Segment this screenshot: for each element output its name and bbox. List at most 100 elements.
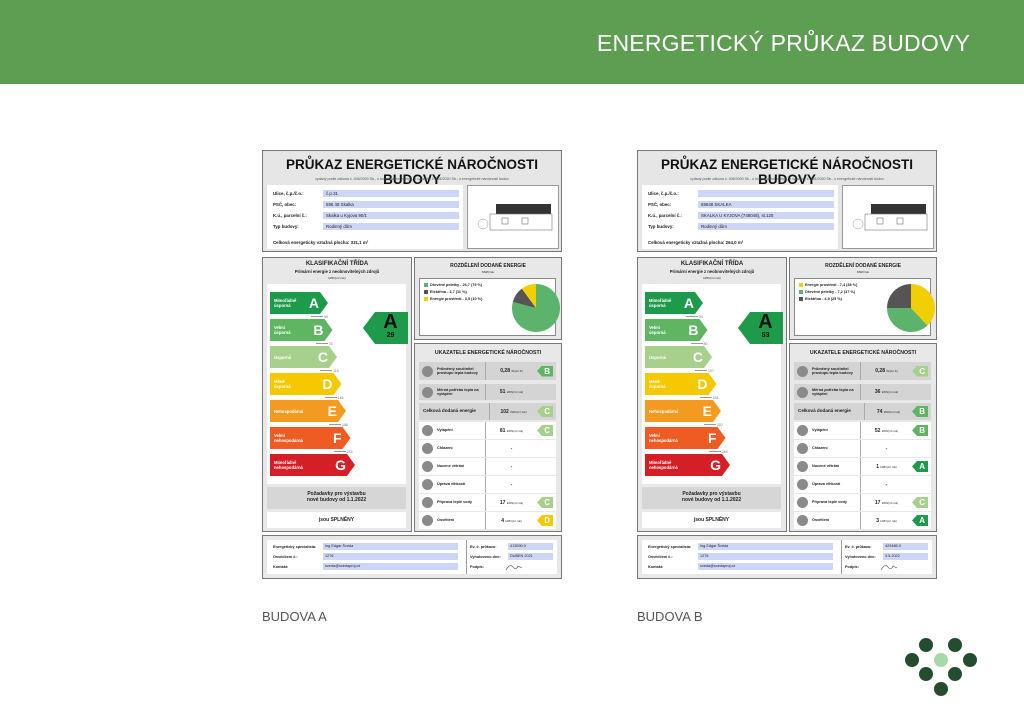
class-letter: F <box>707 430 717 446</box>
indicator-name: Vytápění <box>812 428 828 433</box>
class-scale: Mimořádně úsporná A 50 Velmi úsporná B 75 Úspo… <box>267 284 408 484</box>
indicator-value-cell: 0,28 W/(m²·K) <box>861 368 912 374</box>
indicator-value-cell: 51 kWh/(m²·rok) <box>486 389 537 395</box>
field-psc: PSČ, obec: 69648 SKALKA <box>648 200 834 208</box>
class-bar-b: Velmi úsporná B <box>270 319 333 341</box>
indicator-class-badge: C <box>537 425 553 436</box>
field-type: Typ budovy: Rodinný dům <box>648 222 834 230</box>
class-name: Mimořádně nehospodárná <box>649 460 678 470</box>
field-value: 1276 <box>323 553 458 560</box>
building-drawing <box>842 185 934 249</box>
legend-entry: Energie prostředí - 3,5 (10 %) <box>424 297 482 301</box>
classification-panel: KLASIFIKAČNÍ TŘÍDA Primární energie z neo… <box>637 257 787 532</box>
field-label: Ulice, č.p./č.o.: <box>648 190 679 196</box>
indicator-class-badge: C <box>537 406 553 417</box>
class-threshold: 54 <box>686 315 703 319</box>
class-scale: Mimořádně úsporná A 54 Velmi úsporná B 80 Úspo… <box>642 284 783 484</box>
indicator-value-cell: - <box>486 482 537 488</box>
indicator-unit: W/(m²·K) <box>886 369 898 373</box>
field-ku: K.ú., parcelní č.: SKALKA U KYJOVA (74804… <box>648 211 834 219</box>
field-ev: Ev. č. průkazu: 429486.0 <box>845 543 928 550</box>
indicator-class-badge: C <box>912 497 928 508</box>
legend-swatch <box>799 283 803 287</box>
indicator-unit: kWh/(m²·rok) <box>881 390 899 394</box>
indicator-row: Měrná potřeba tepla na vytápění 36 kWh/(m… <box>794 384 931 400</box>
thermometer-icon <box>797 443 808 454</box>
field-value: Ing.Edgar Švéda <box>323 543 458 550</box>
class-letter: D <box>697 376 708 392</box>
area-row: Celková energeticky vztažná plocha: 264,… <box>648 240 743 245</box>
signature <box>880 564 898 570</box>
indicator-name: Nucené větrání <box>812 464 840 469</box>
indicator-value: - <box>885 481 888 488</box>
field-made: Vyhotoveno dne: DUBEN 2021 <box>470 553 553 560</box>
requirements-line1: Požadavky pro výstavbu <box>682 491 741 497</box>
indicator-row: Nucené větrání 1 kWh/(m²·rok) A <box>794 458 931 475</box>
indicator-row: Úprava vlhkosti - <box>794 476 931 493</box>
requirements-status: jsou SPLNĚNY <box>267 512 406 528</box>
field-value: 69648 SKALKA <box>698 200 834 208</box>
class-letter: B <box>688 322 699 338</box>
indicator-value: 3 <box>876 517 880 524</box>
class-indicator-letter: A <box>758 311 773 333</box>
legend-entry: Elektřina - 4,9 (25 %) <box>799 297 842 301</box>
classification-subtitle: Primární energie z neobnovitelných zdroj… <box>294 269 380 274</box>
field-contact: Kontakt: sveda@svedaproj.cz <box>273 563 458 570</box>
field-label: Vyhotoveno dne: <box>470 554 501 559</box>
indicator-value-cell: 17 kWh/(m²·rok) <box>861 500 912 506</box>
indicator-unit: kWh/(m²·rok) <box>881 500 899 505</box>
field-psc: PSČ, obec: 696 48 Skalka <box>273 200 459 208</box>
building-drawing <box>467 185 559 249</box>
radiator-icon <box>422 386 433 398</box>
energy-distribution-panel: ROZDĚLENÍ DODANÉ ENERGIE MWh/rok Energie p… <box>789 257 937 340</box>
distribution-title: ROZDĚLENÍ DODANÉ ENERGIE <box>825 263 901 269</box>
field-value: 1276 <box>698 553 833 560</box>
class-threshold: 202 <box>704 423 723 427</box>
class-threshold: 248 <box>709 450 728 454</box>
pie-slice <box>512 288 536 308</box>
legend-label: Energie prostředí - 7,4 (38 %) <box>805 283 858 287</box>
indicator-row: Úprava vlhkosti - <box>419 476 556 493</box>
legend-label: Dřevěné peletky - 26,7 (79 %) <box>430 283 483 287</box>
energy-distribution-panel: ROZDĚLENÍ DODANÉ ENERGIE MWh/rok Dřevěné p… <box>414 257 562 340</box>
class-threshold: 154 <box>700 396 719 400</box>
indicator-value-cell: 4 kWh/(m²·rok) <box>486 518 537 524</box>
legend-swatch <box>424 290 428 294</box>
indicator-value-cell: 0,28 W/(m²·K) <box>486 368 537 374</box>
class-threshold: 50 <box>311 315 328 319</box>
class-bar-g: Mimořádně nehospodárná G <box>645 454 730 476</box>
class-name: Mimořádně úsporná <box>649 298 672 308</box>
indicator-unit: kWh/(m²·rok) <box>505 518 522 523</box>
field-label: Vyhotoveno dne: <box>845 554 876 559</box>
humidity-icon <box>422 479 433 490</box>
indicator-value-cell: - <box>486 464 537 470</box>
indicator-value: 0,28 <box>875 368 885 374</box>
indicator-value: 0,28 <box>500 368 510 374</box>
area-label: Celková energeticky vztažná plocha: <box>648 240 725 245</box>
requirements-box: Požadavky pro výstavbu nové budovy od 1.1… <box>642 487 781 509</box>
indicator-class-badge: C <box>912 365 928 377</box>
indicator-value-cell: 36 kWh/(m²·rok) <box>861 389 912 395</box>
indicator-value: 17 <box>874 499 881 506</box>
field-label: PSČ, obec: <box>648 201 672 207</box>
distribution-chart: Dřevěné peletky - 26,7 (79 %) Elektřina -… <box>419 278 560 336</box>
class-letter: F <box>332 430 342 446</box>
class-letter: B <box>313 322 324 338</box>
class-letter: A <box>308 295 319 311</box>
indicator-value: - <box>510 445 513 452</box>
humidity-icon <box>797 479 808 490</box>
indicator-row: Chlazení - <box>794 440 931 457</box>
indicators-panel: UKAZATELE ENERGETICKÉ NÁROČNOSTI Průměrný… <box>414 343 562 532</box>
radiator-icon <box>797 386 808 398</box>
field-made: Vyhotoveno dne: 3.5.2022 <box>845 553 928 560</box>
class-name: Nehospodárná <box>274 408 304 414</box>
indicator-unit: kWh/(m²·rok) <box>510 409 527 414</box>
indicator-value-cell: 102 kWh/(m²·rok) <box>490 409 537 415</box>
field-value: 696 48 Skalka <box>323 200 459 208</box>
field-label: Osvědčení č.: <box>648 554 673 559</box>
field-sign: Podpis: <box>845 563 899 570</box>
indicator-row: Příprava teplé vody 17 kWh/(m²·rok) C <box>794 494 931 511</box>
indicator-class-badge: C <box>537 497 553 508</box>
indicator-row: Chlazení - <box>419 440 556 457</box>
class-name: Velmi nehospodárná <box>274 433 303 443</box>
